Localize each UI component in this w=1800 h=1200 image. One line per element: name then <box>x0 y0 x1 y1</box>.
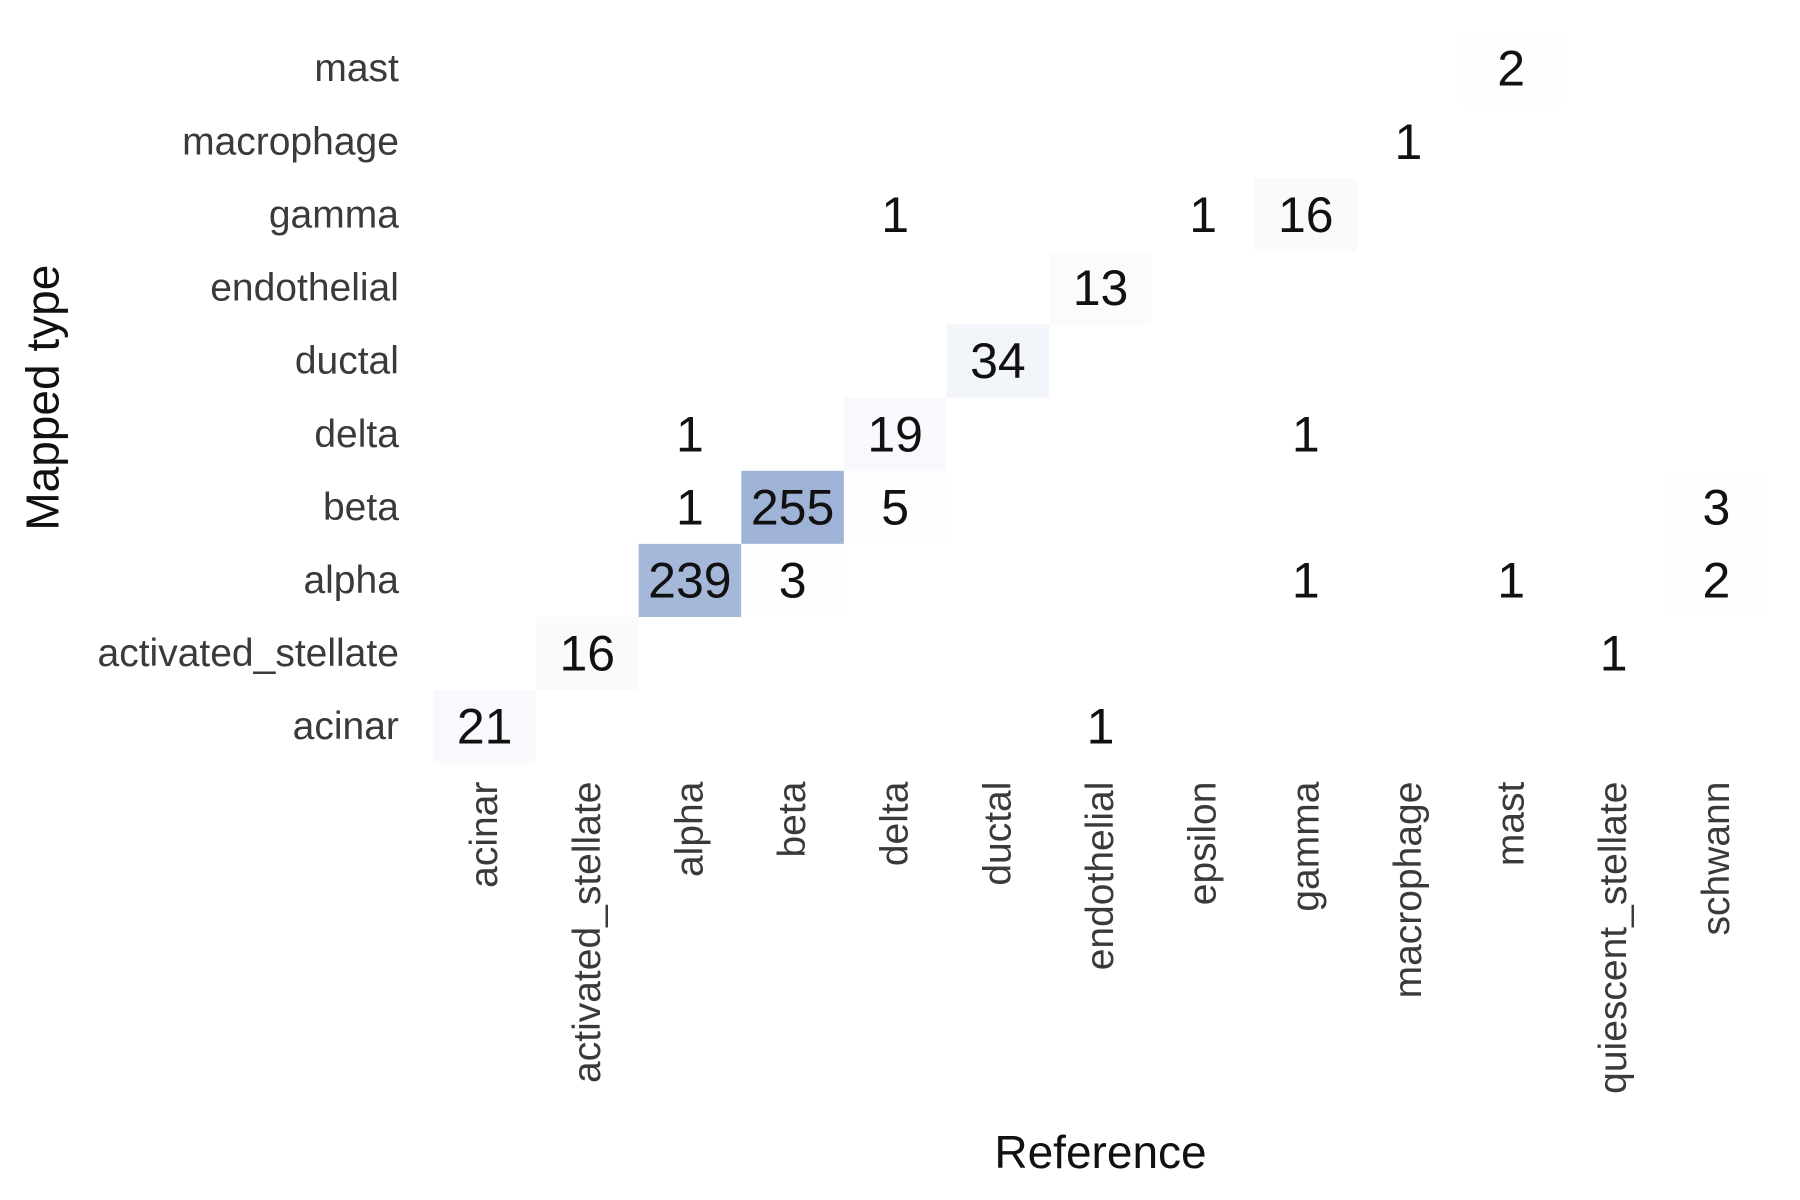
cell-value-delta-gamma: 1 <box>1292 406 1320 462</box>
x-tick-label-acinar: acinar <box>463 782 506 888</box>
row-labels-layer: mast macrophage gamma endothelial ductal delt… <box>98 47 400 748</box>
x-tick-label-beta: beta <box>771 781 814 857</box>
cell-value-delta-delta: 19 <box>867 406 923 462</box>
heatmap-cell-mast-mast <box>1459 32 1563 106</box>
heatmap-cell-alpha-mast <box>1459 543 1563 617</box>
x-tick-label-gamma: gamma <box>1284 781 1327 911</box>
x-tick-label-macrophage: macrophage <box>1387 782 1430 999</box>
y-tick-label-activated_stellate: activated_stellate <box>98 632 399 675</box>
cell-value-alpha-beta: 3 <box>779 553 807 609</box>
cell-value-beta-alpha: 1 <box>676 479 704 535</box>
y-tick-label-gamma: gamma <box>269 193 399 236</box>
cell-value-macrophage-macrophage: 1 <box>1394 114 1422 170</box>
x-tick-label-alpha: alpha <box>668 781 711 877</box>
x-tick-label-delta: delta <box>874 781 917 866</box>
y-tick-label-macrophage: macrophage <box>182 120 399 163</box>
y-tick-label-alpha: alpha <box>303 559 399 602</box>
cell-value-acinar-acinar: 21 <box>457 699 513 755</box>
cell-value-beta-delta: 5 <box>881 479 909 535</box>
heatmap-cell-acinar-endothelial <box>1049 690 1152 764</box>
heatmap-cell-delta-alpha <box>638 397 742 471</box>
col-labels-layer: acinar activated_stellate alpha beta delta du… <box>463 781 1738 1094</box>
y-tick-label-delta: delta <box>314 413 399 456</box>
x-axis-title: Reference <box>994 1126 1206 1178</box>
x-tick-label-ductal: ductal <box>976 782 1019 886</box>
heatmap-cell-endothelial-endothelial <box>1049 251 1152 325</box>
cell-value-gamma-gamma: 16 <box>1278 187 1334 243</box>
heatmap-cell-delta-gamma <box>1254 397 1358 471</box>
x-tick-label-mast: mast <box>1490 781 1533 866</box>
heatmap-cell-ductal-ductal <box>946 324 1050 398</box>
y-tick-label-mast: mast <box>314 47 399 90</box>
heatmap-cell-gamma-gamma <box>1254 178 1358 252</box>
x-tick-label-quiescent_stellate: quiescent_stellate <box>1592 782 1635 1094</box>
y-tick-label-ductal: ductal <box>295 340 399 383</box>
heatmap-cell-alpha-schwann <box>1665 543 1768 617</box>
cell-value-activated_stellate-quiescent_stellate: 1 <box>1600 626 1628 682</box>
heatmap-cell-beta-beta <box>741 470 844 544</box>
x-tick-label-epsilon: epsilon <box>1182 782 1225 906</box>
cell-value-gamma-epsilon: 1 <box>1189 187 1217 243</box>
heatmap-cell-beta-delta <box>843 470 947 544</box>
cell-value-beta-schwann: 3 <box>1702 479 1730 535</box>
cell-value-delta-alpha: 1 <box>676 406 704 462</box>
cell-value-alpha-mast: 1 <box>1497 553 1525 609</box>
cell-value-endothelial-endothelial: 13 <box>1073 260 1129 316</box>
heatmap-cell-beta-schwann <box>1665 470 1768 544</box>
cell-value-alpha-alpha: 239 <box>648 553 731 609</box>
heatmap-cell-delta-delta <box>843 397 947 471</box>
heatmap-cell-macrophage-macrophage <box>1357 105 1460 179</box>
heatmap-cell-acinar-acinar <box>433 690 536 764</box>
y-axis-title: Mapped type <box>17 265 69 531</box>
cell-value-ductal-ductal: 34 <box>970 333 1026 389</box>
heatmap-cell-activated_stellate-quiescent_stellate <box>1562 617 1665 691</box>
heatmap-cell-alpha-gamma <box>1254 543 1358 617</box>
x-tick-label-schwann: schwann <box>1695 782 1738 936</box>
heatmap-cell-beta-alpha <box>638 470 742 544</box>
cell-value-acinar-endothelial: 1 <box>1087 699 1115 755</box>
cell-value-mast-mast: 2 <box>1497 41 1525 97</box>
y-tick-label-beta: beta <box>323 486 399 529</box>
heatmap-cell-alpha-alpha <box>638 543 742 617</box>
cell-value-activated_stellate-activated_stellate: 16 <box>559 626 615 682</box>
heatmap-cell-gamma-delta <box>843 178 947 252</box>
y-tick-label-acinar: acinar <box>293 705 399 748</box>
x-tick-label-endothelial: endothelial <box>1079 782 1122 971</box>
heatmap-cell-alpha-beta <box>741 543 844 617</box>
heatmap-cell-gamma-epsilon <box>1151 178 1255 252</box>
cell-value-beta-beta: 255 <box>751 479 834 535</box>
x-tick-label-activated_stellate: activated_stellate <box>566 782 609 1083</box>
heatmap-cell-activated_stellate-activated_stellate <box>536 617 639 691</box>
cell-value-alpha-schwann: 2 <box>1702 553 1730 609</box>
cell-value-gamma-delta: 1 <box>881 187 909 243</box>
y-tick-label-endothelial: endothelial <box>210 267 399 310</box>
cell-value-alpha-gamma: 1 <box>1292 553 1320 609</box>
